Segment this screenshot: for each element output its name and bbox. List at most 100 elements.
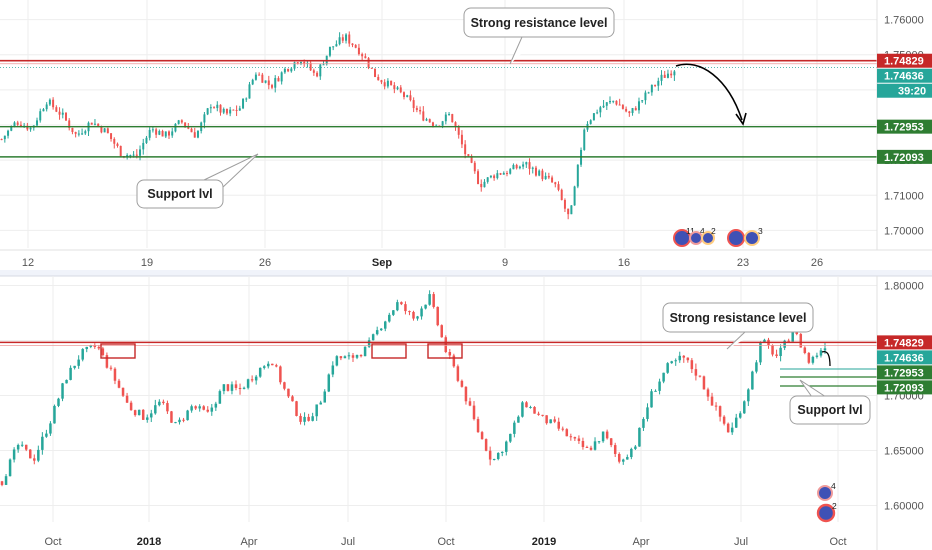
candle-body bbox=[245, 98, 248, 100]
candle-body bbox=[287, 388, 290, 397]
panel-separator[interactable] bbox=[0, 270, 932, 276]
economic-event-icon[interactable] bbox=[817, 485, 833, 501]
top-projection-arrowhead bbox=[735, 112, 747, 126]
candle-body bbox=[291, 396, 294, 402]
candle-body bbox=[262, 366, 266, 368]
candle-body bbox=[583, 129, 586, 150]
bottom-resistance-callout-text: Strong resistance level bbox=[670, 311, 807, 325]
candle-body bbox=[129, 155, 132, 157]
top-resistance-callout-text: Strong resistance level bbox=[471, 16, 608, 30]
economic-event-icon[interactable] bbox=[816, 503, 836, 523]
economic-event-icon[interactable] bbox=[727, 229, 745, 247]
candle-body bbox=[538, 170, 541, 176]
candle-body bbox=[0, 481, 4, 485]
price-tick-label: 1.60000 bbox=[884, 501, 924, 513]
candle-body bbox=[58, 111, 61, 115]
candle-body bbox=[662, 372, 665, 382]
candle-body bbox=[791, 332, 794, 342]
resistance-touch-box[interactable] bbox=[371, 343, 407, 359]
candle-body bbox=[454, 122, 457, 128]
price-label-bg bbox=[877, 380, 932, 395]
candle-body bbox=[440, 325, 443, 338]
candle-body bbox=[734, 417, 738, 428]
candle-body bbox=[444, 114, 447, 122]
candle-body bbox=[280, 72, 283, 82]
bottom-support-callout[interactable]: Support lvl bbox=[789, 379, 871, 425]
top-resistance-callout[interactable]: Strong resistance level bbox=[463, 7, 615, 65]
resistance-touch-box[interactable] bbox=[427, 343, 463, 359]
candle-body bbox=[517, 416, 520, 423]
candle-body bbox=[113, 368, 117, 381]
candle-body bbox=[254, 74, 257, 80]
candle-body bbox=[206, 409, 210, 412]
candle-body bbox=[646, 407, 649, 419]
time-tick-label: Oct bbox=[44, 536, 61, 548]
top-chart-panel[interactable]: 1.760001.750001.740001.730001.720001.710… bbox=[0, 0, 932, 250]
candle-body bbox=[609, 101, 612, 103]
top-support-callout[interactable]: Support lvl bbox=[136, 153, 259, 209]
candle-body bbox=[783, 340, 786, 348]
candle-body bbox=[431, 122, 434, 127]
candle-body bbox=[617, 453, 621, 462]
candle-body bbox=[396, 87, 399, 90]
bottom-event-markers[interactable]: 4 2 bbox=[816, 481, 837, 523]
candle-body bbox=[290, 68, 293, 72]
candle-body bbox=[499, 173, 502, 175]
candle-body bbox=[137, 409, 141, 416]
candle-body bbox=[93, 123, 96, 125]
candle-body bbox=[698, 375, 702, 377]
candle-body bbox=[468, 401, 472, 406]
candle-body bbox=[283, 68, 286, 73]
price-label-bg bbox=[877, 83, 932, 98]
resistance-touch-box[interactable] bbox=[100, 343, 136, 359]
candle-body bbox=[328, 46, 331, 56]
candle-body bbox=[29, 127, 32, 130]
candle-body bbox=[222, 108, 225, 113]
candle-body bbox=[251, 79, 254, 85]
candle-body bbox=[61, 383, 64, 399]
candle-body bbox=[307, 416, 310, 421]
candle-body bbox=[24, 444, 28, 450]
candle-body bbox=[126, 155, 129, 157]
candle-body bbox=[795, 332, 798, 335]
candle-body bbox=[402, 92, 405, 97]
event-count-label: 3 bbox=[758, 226, 763, 236]
candle-body bbox=[4, 476, 8, 485]
candle-body bbox=[141, 409, 145, 420]
candle-body bbox=[512, 164, 515, 170]
candle-body bbox=[625, 108, 628, 112]
economic-event-icon[interactable] bbox=[701, 231, 715, 245]
candle-body bbox=[13, 122, 16, 127]
candle-body bbox=[807, 352, 811, 363]
bottom-projection-curve bbox=[821, 350, 831, 367]
top-time-axis[interactable]: 12 19 26 Sep 9 16 23 26 bbox=[0, 249, 932, 269]
top-event-markers[interactable]: 11 4 2 3 bbox=[673, 226, 763, 247]
candle-body bbox=[316, 72, 319, 77]
bottom-time-axis[interactable]: Oct 2018 Apr Jul Oct 2019 Apr Jul Oct bbox=[44, 536, 846, 548]
bottom-resistance-callout[interactable]: Strong resistance level bbox=[662, 302, 814, 350]
price-label-countdown: 39:20 bbox=[898, 86, 926, 98]
candle-body bbox=[441, 121, 444, 126]
candle-body bbox=[129, 402, 133, 411]
candle-body bbox=[230, 384, 234, 391]
candle-body bbox=[229, 109, 232, 114]
candle-body bbox=[345, 34, 348, 41]
candle-body bbox=[428, 119, 431, 123]
candle-body bbox=[295, 401, 298, 416]
candle-body bbox=[41, 436, 44, 450]
economic-event-icon[interactable] bbox=[744, 230, 760, 246]
candle-body bbox=[174, 123, 177, 132]
candle-body bbox=[261, 74, 264, 83]
price-label-bg bbox=[877, 68, 932, 83]
candle-body bbox=[39, 111, 42, 121]
candle-body bbox=[49, 423, 52, 434]
candle-body bbox=[135, 154, 138, 156]
candle-body bbox=[171, 131, 174, 136]
candle-body bbox=[303, 416, 306, 422]
candle-body bbox=[464, 386, 468, 402]
candle-body bbox=[561, 428, 565, 430]
candle-body bbox=[145, 137, 148, 143]
candle-body bbox=[513, 422, 516, 434]
candle-body bbox=[577, 438, 581, 441]
